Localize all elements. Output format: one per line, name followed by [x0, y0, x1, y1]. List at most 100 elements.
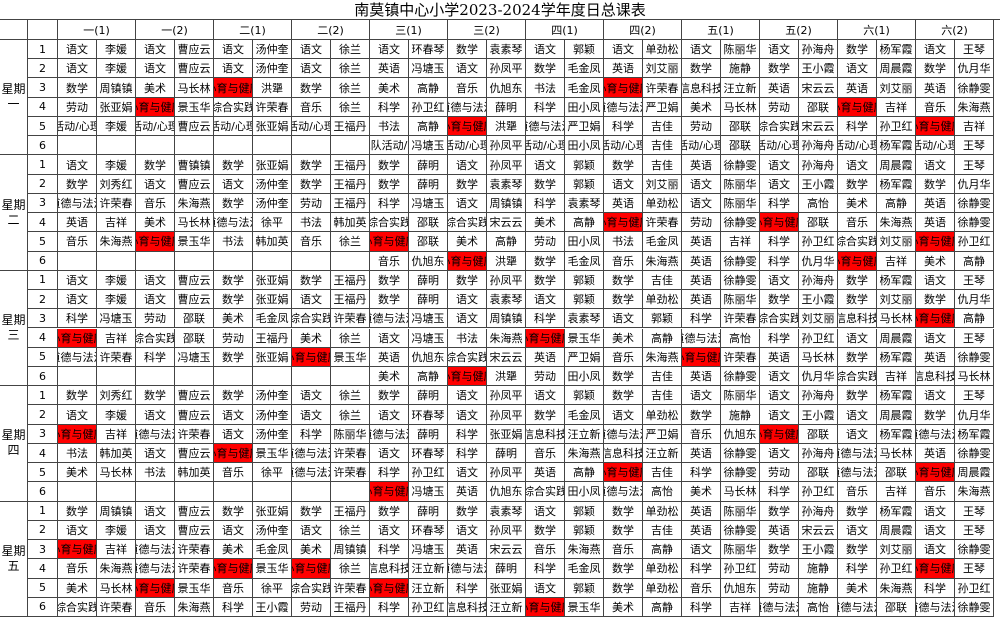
- subject-cell: 劳动: [760, 578, 799, 598]
- subject-cell: 数学: [916, 405, 955, 425]
- teacher-cell: 孙海舟: [799, 270, 838, 291]
- teacher-cell: 薛明: [409, 424, 448, 444]
- subject-cell: 心育与健康: [916, 309, 955, 329]
- teacher-cell: 袁素琴: [487, 290, 526, 310]
- day-label: 星期一: [0, 40, 28, 156]
- subject-cell: 科学: [526, 559, 565, 579]
- subject-cell: 心育与健康: [448, 251, 487, 271]
- empty-cell: [58, 366, 97, 387]
- teacher-cell: 徐静雯: [721, 270, 760, 291]
- subject-cell: 数学: [916, 290, 955, 310]
- subject-cell: 语文: [526, 578, 565, 598]
- teacher-cell: 许荣春: [721, 347, 760, 367]
- teacher-cell: 薛明: [409, 174, 448, 194]
- teacher-cell: 吉祥: [877, 251, 916, 271]
- teacher-cell: 景玉华: [253, 559, 292, 579]
- teacher-cell: 高怡: [799, 193, 838, 214]
- teacher-cell: 徐兰: [331, 40, 370, 60]
- subject-cell: 美术: [136, 213, 175, 233]
- subject-cell: 心育与健康: [370, 482, 409, 502]
- teacher-cell: 周镇镇: [97, 501, 136, 521]
- teacher-cell: 毛金凤: [643, 232, 682, 252]
- subject-cell: 语文: [214, 520, 253, 541]
- teacher-cell: 冯塘玉: [409, 540, 448, 560]
- teacher-cell: 徐平: [253, 463, 292, 483]
- teacher-cell: 薛明: [409, 290, 448, 310]
- subject-cell: 语文: [760, 40, 799, 60]
- subject-cell: 活动/心理: [214, 116, 253, 137]
- teacher-cell: 吉祥: [877, 482, 916, 502]
- teacher-cell: 吉祥: [721, 232, 760, 252]
- teacher-cell: 王福丹: [331, 116, 370, 137]
- subject-cell: 心育与健康: [526, 328, 565, 348]
- empty-cell: [331, 366, 370, 387]
- empty-cell: [58, 482, 97, 502]
- subject-cell: 信息科技: [604, 443, 643, 464]
- subject-cell: 美术: [292, 540, 331, 560]
- teacher-cell: 田小凤: [565, 136, 604, 156]
- teacher-cell: 王福丹: [331, 290, 370, 310]
- subject-cell: 语文: [370, 405, 409, 425]
- subject-cell: 综合实践: [136, 328, 175, 348]
- subject-cell: 语文: [292, 405, 331, 425]
- teacher-cell: 徐兰: [331, 232, 370, 252]
- subject-cell: 英语: [526, 347, 565, 367]
- subject-cell: 数学: [136, 155, 175, 175]
- teacher-cell: 高怡: [799, 597, 838, 617]
- teacher-cell: 吉佳: [643, 386, 682, 406]
- teacher-cell: 宋云云: [799, 116, 838, 137]
- teacher-cell: 徐静雯: [955, 213, 994, 233]
- day-label: 星期四: [0, 386, 28, 502]
- teacher-cell: 马长林: [97, 463, 136, 483]
- subject-cell: 科学: [838, 116, 877, 137]
- subject-cell: 心育与健康: [760, 424, 799, 444]
- period-number: 3: [28, 424, 58, 444]
- teacher-cell: 邵联: [799, 97, 838, 117]
- teacher-cell: 严卫娟: [565, 347, 604, 367]
- teacher-cell: 韩加英: [175, 463, 214, 483]
- teacher-cell: 王小霞: [253, 597, 292, 617]
- subject-cell: 数学: [916, 59, 955, 79]
- class-header: 二(1): [214, 20, 292, 40]
- subject-cell: 英语: [58, 213, 97, 233]
- subject-cell: 语文: [682, 386, 721, 406]
- teacher-cell: 王小霞: [799, 174, 838, 194]
- subject-cell: 综合实践: [292, 578, 331, 598]
- teacher-cell: 仇月华: [799, 251, 838, 271]
- teacher-cell: 单劲松: [643, 405, 682, 425]
- teacher-cell: 汤仲奎: [253, 193, 292, 214]
- subject-cell: 劳动: [760, 97, 799, 117]
- subject-cell: 英语: [760, 520, 799, 541]
- subject-cell: 信息科技: [448, 597, 487, 617]
- teacher-cell: 薛明: [409, 155, 448, 175]
- subject-cell: 书法: [214, 232, 253, 252]
- subject-cell: 语文: [838, 405, 877, 425]
- subject-cell: 英语: [760, 78, 799, 98]
- teacher-cell: 王福丹: [331, 193, 370, 214]
- subject-cell: 数学: [604, 578, 643, 598]
- teacher-cell: 吉祥: [97, 424, 136, 444]
- subject-cell: 语文: [604, 309, 643, 329]
- teacher-cell: 徐静雯: [721, 443, 760, 464]
- subject-cell: 数学: [604, 270, 643, 291]
- teacher-cell: 朱海燕: [877, 213, 916, 233]
- empty-cell: [292, 136, 331, 156]
- period-number: 4: [28, 213, 58, 233]
- teacher-cell: 孙卫红: [409, 463, 448, 483]
- subject-cell: 劳动: [682, 116, 721, 137]
- teacher-cell: 宋云云: [799, 78, 838, 98]
- day-text: 星期五: [1, 543, 26, 573]
- subject-cell: 心育与健康: [448, 116, 487, 137]
- teacher-cell: 孙海舟: [799, 386, 838, 406]
- subject-cell: 英语: [682, 232, 721, 252]
- subject-cell: 英语: [682, 520, 721, 541]
- subject-cell: 语文: [682, 174, 721, 194]
- teacher-cell: 曹镇镇: [175, 155, 214, 175]
- subject-cell: 语文: [214, 424, 253, 444]
- teacher-cell: 刘艾丽: [877, 78, 916, 98]
- teacher-cell: 徐静雯: [721, 213, 760, 233]
- class-header: 二(2): [292, 20, 370, 40]
- subject-cell: 数学: [136, 386, 175, 406]
- teacher-cell: 袁素琴: [487, 174, 526, 194]
- subject-cell: 道德与法治: [136, 559, 175, 579]
